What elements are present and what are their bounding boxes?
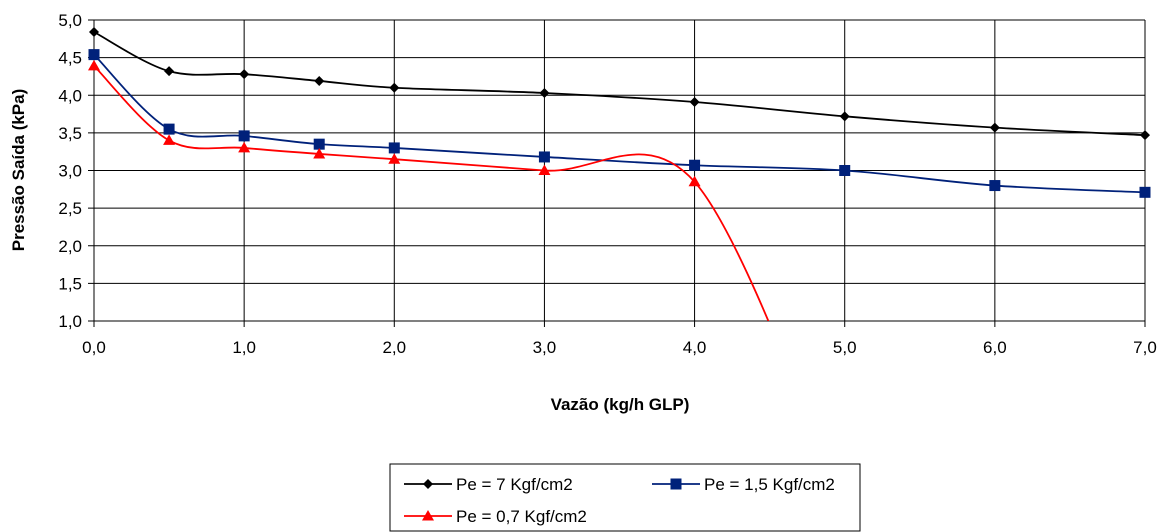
y-axis-title: Pressão Saída (kPa) (9, 89, 28, 252)
x-tick-label: 2,0 (382, 338, 406, 357)
axes (88, 19, 1146, 327)
series-1-point (389, 82, 400, 93)
series-1-point (239, 69, 250, 80)
y-tick-label: 4,5 (58, 49, 82, 68)
y-tick-label: 3,0 (58, 162, 82, 181)
x-tick-label: 4,0 (683, 338, 707, 357)
legend-label-1: Pe = 7 Kgf/cm2 (456, 475, 573, 494)
series-2-point (88, 49, 100, 61)
series-3-point (688, 175, 701, 187)
legend-marker-3 (422, 510, 434, 521)
series-markers (88, 27, 1151, 198)
series-line-3 (94, 65, 770, 321)
y-tick-label: 2,5 (58, 199, 82, 218)
series-2-point (313, 138, 325, 150)
series-2-point (839, 165, 851, 176)
legend-label-2: Pe = 1,5 Kgf/cm2 (704, 475, 835, 494)
series-3-point (88, 59, 100, 71)
series-1-point (839, 111, 850, 122)
x-tick-label: 1,0 (232, 338, 256, 357)
series-lines (94, 31, 1145, 321)
series-2-point (1139, 186, 1151, 198)
series-3-point (163, 134, 176, 145)
gridlines (94, 19, 1146, 321)
x-tick-label: 5,0 (833, 338, 857, 357)
series-1-point (164, 66, 175, 77)
y-tick-label: 4,0 (58, 86, 82, 105)
series-2-point (388, 142, 400, 154)
series-3-point (238, 141, 251, 153)
x-tick-label: 3,0 (533, 338, 557, 357)
x-tick-label: 7,0 (1133, 338, 1157, 357)
tick-labels: 1,01,52,02,53,03,54,04,55,00,0 1,0 2,0 3,0 4… (58, 11, 1156, 357)
y-tick-label: 3,5 (58, 124, 82, 143)
legend: Pe = 7 Kgf/cm2 Pe = 1,5 Kgf/cm2 Pe = 0,7 K… (389, 463, 861, 532)
y-tick-label: 5,0 (58, 11, 82, 30)
y-tick-label: 1,5 (58, 274, 82, 293)
series-line-1 (94, 31, 1145, 137)
legend-box (389, 463, 861, 532)
series-2-point (238, 130, 250, 142)
series-3-point (538, 164, 551, 175)
series-1-point (89, 27, 99, 38)
series-3-point (388, 153, 401, 164)
series-3-point (313, 147, 326, 159)
y-tick-label: 1,0 (58, 312, 82, 331)
series-1-point (1140, 130, 1150, 141)
x-tick-label: 0,0 (82, 338, 106, 357)
series-2-point (163, 123, 175, 135)
series-2-point (689, 159, 701, 171)
series-1-point (989, 122, 1000, 133)
series-1-point (689, 97, 700, 108)
legend-label-3: Pe = 0,7 Kgf/cm2 (456, 507, 587, 526)
legend-marker-1 (423, 479, 433, 489)
series-2-point (538, 151, 550, 163)
series-1-point (539, 87, 550, 98)
series-2-point (989, 180, 1001, 192)
legend-marker-2 (670, 478, 682, 490)
x-axis-title: Vazão (kg/h GLP) (551, 395, 690, 414)
y-tick-label: 2,0 (58, 237, 82, 256)
series-1-point (314, 75, 325, 86)
x-tick-label: 6,0 (983, 338, 1007, 357)
